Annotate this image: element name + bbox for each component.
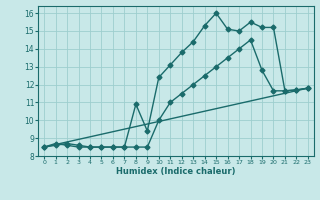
X-axis label: Humidex (Indice chaleur): Humidex (Indice chaleur) xyxy=(116,167,236,176)
